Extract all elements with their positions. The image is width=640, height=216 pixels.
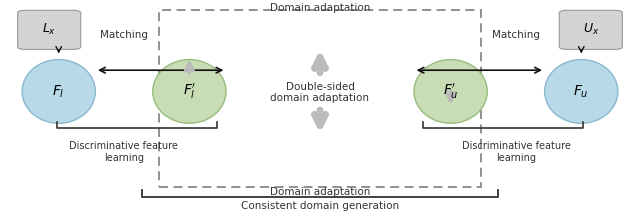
- Text: $F_l$: $F_l$: [52, 83, 65, 100]
- Ellipse shape: [153, 60, 226, 123]
- Text: Consistent domain generation: Consistent domain generation: [241, 201, 399, 211]
- Ellipse shape: [414, 60, 487, 123]
- Text: $F_l'$: $F_l'$: [182, 82, 196, 101]
- Ellipse shape: [22, 60, 95, 123]
- FancyBboxPatch shape: [559, 10, 622, 49]
- Text: $L_x$: $L_x$: [42, 22, 56, 37]
- Text: Matching: Matching: [492, 30, 540, 40]
- Text: $F_u'$: $F_u'$: [443, 82, 458, 101]
- Text: Discriminative feature
learning: Discriminative feature learning: [462, 141, 571, 163]
- Text: $F_u$: $F_u$: [573, 83, 589, 100]
- Text: Discriminative feature
learning: Discriminative feature learning: [69, 141, 178, 163]
- Bar: [159, 10, 481, 187]
- FancyBboxPatch shape: [18, 10, 81, 49]
- Text: Double-sided
domain adaptation: Double-sided domain adaptation: [271, 82, 369, 103]
- Text: Domain adaptation: Domain adaptation: [270, 3, 370, 13]
- Text: $U_x$: $U_x$: [582, 22, 599, 37]
- Text: Matching: Matching: [100, 30, 148, 40]
- Ellipse shape: [545, 60, 618, 123]
- Text: Domain adaptation: Domain adaptation: [270, 187, 370, 197]
